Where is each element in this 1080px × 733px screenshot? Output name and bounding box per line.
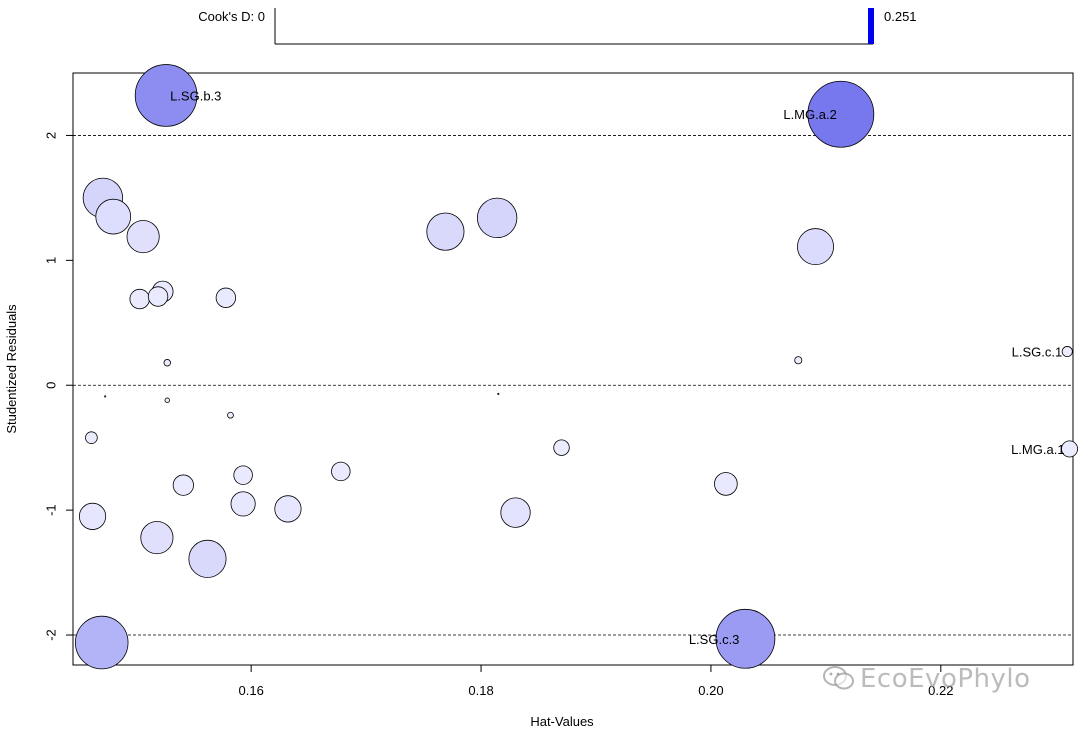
data-point	[1061, 346, 1073, 358]
data-point	[714, 472, 738, 496]
y-tick-label: -1	[43, 504, 58, 516]
x-tick-label: 0.22	[928, 683, 953, 698]
reference-lines	[73, 135, 1073, 636]
watermark-text: EcoEvoPhylo	[860, 664, 1031, 694]
x-tick-label: 0.16	[239, 683, 264, 698]
data-point	[147, 286, 169, 307]
data-point	[172, 474, 194, 496]
data-point	[807, 80, 875, 148]
x-tick-label: 0.20	[698, 683, 723, 698]
cooks-d-scale: Cook's D: 0 0.251	[198, 8, 917, 45]
cooks-scale-max-bar	[868, 8, 874, 44]
data-point	[227, 411, 234, 419]
x-tick-label: 0.18	[468, 683, 493, 698]
point-label: L.MG.a.1	[1011, 442, 1064, 457]
data-point	[188, 539, 227, 578]
point-label: L.SG.c.3	[689, 632, 740, 647]
x-axis: 0.16 0.18 0.20 0.22	[239, 665, 953, 698]
data-point	[230, 491, 256, 517]
data-point	[140, 521, 174, 555]
data-point	[95, 198, 132, 235]
data-point	[794, 356, 803, 365]
data-point	[553, 439, 570, 456]
data-point	[233, 465, 253, 485]
wechat-icon	[823, 666, 854, 690]
data-point	[78, 502, 107, 530]
data-point	[715, 608, 776, 669]
data-point	[476, 197, 518, 239]
point-label: L.SG.c.1	[1012, 345, 1063, 360]
point-label: L.SG.b.3	[170, 88, 221, 103]
y-tick-label: -2	[43, 629, 58, 641]
y-tick-label: 0	[43, 382, 58, 389]
data-point	[85, 431, 98, 444]
data-point	[426, 212, 465, 251]
point-labels: L.SG.b.3 L.MG.a.2 L.SG.c.1 L.MG.a.1 L.SG.c.3	[170, 88, 1064, 646]
data-points	[74, 64, 1079, 670]
data-point	[74, 615, 129, 670]
plot-frame	[72, 72, 1074, 666]
y-tick-label: 1	[43, 257, 58, 264]
x-axis-label: Hat-Values	[530, 714, 594, 729]
cooks-scale-min-label: Cook's D: 0	[198, 9, 265, 24]
data-point	[274, 495, 302, 523]
data-point	[129, 288, 150, 310]
cooks-scale-max-label: 0.251	[884, 9, 917, 24]
data-point	[500, 497, 531, 528]
y-axis: -2 -1 0 1 2	[43, 132, 73, 641]
data-point	[1061, 440, 1079, 458]
data-point	[497, 392, 500, 396]
data-point	[331, 461, 351, 482]
y-tick-label: 2	[43, 132, 58, 139]
data-point	[134, 64, 198, 127]
point-label: L.MG.a.2	[783, 107, 836, 122]
data-point	[104, 395, 107, 398]
data-point	[163, 359, 171, 367]
data-point	[164, 397, 170, 403]
y-axis-label: Studentized Residuals	[4, 304, 19, 434]
data-point	[797, 228, 834, 266]
data-point	[126, 220, 160, 254]
data-point	[215, 287, 237, 308]
